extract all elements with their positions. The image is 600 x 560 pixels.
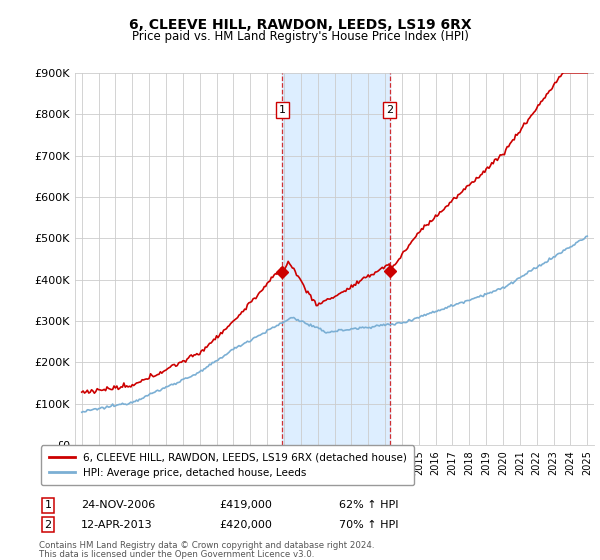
Text: £419,000: £419,000 <box>219 500 272 510</box>
Text: 1: 1 <box>44 500 52 510</box>
Text: 24-NOV-2006: 24-NOV-2006 <box>81 500 155 510</box>
Text: 62% ↑ HPI: 62% ↑ HPI <box>339 500 398 510</box>
Text: 6, CLEEVE HILL, RAWDON, LEEDS, LS19 6RX: 6, CLEEVE HILL, RAWDON, LEEDS, LS19 6RX <box>128 18 472 32</box>
Text: This data is licensed under the Open Government Licence v3.0.: This data is licensed under the Open Gov… <box>39 550 314 559</box>
Bar <box>282 73 390 445</box>
Legend: 6, CLEEVE HILL, RAWDON, LEEDS, LS19 6RX (detached house), HPI: Average price, de: 6, CLEEVE HILL, RAWDON, LEEDS, LS19 6RX … <box>41 445 414 486</box>
Text: Contains HM Land Registry data © Crown copyright and database right 2024.: Contains HM Land Registry data © Crown c… <box>39 541 374 550</box>
Text: £420,000: £420,000 <box>219 520 272 530</box>
Text: 12-APR-2013: 12-APR-2013 <box>81 520 152 530</box>
Text: 2: 2 <box>386 105 394 115</box>
Text: 1: 1 <box>279 105 286 115</box>
Text: 2: 2 <box>44 520 52 530</box>
Text: 70% ↑ HPI: 70% ↑ HPI <box>339 520 398 530</box>
Text: Price paid vs. HM Land Registry's House Price Index (HPI): Price paid vs. HM Land Registry's House … <box>131 30 469 43</box>
